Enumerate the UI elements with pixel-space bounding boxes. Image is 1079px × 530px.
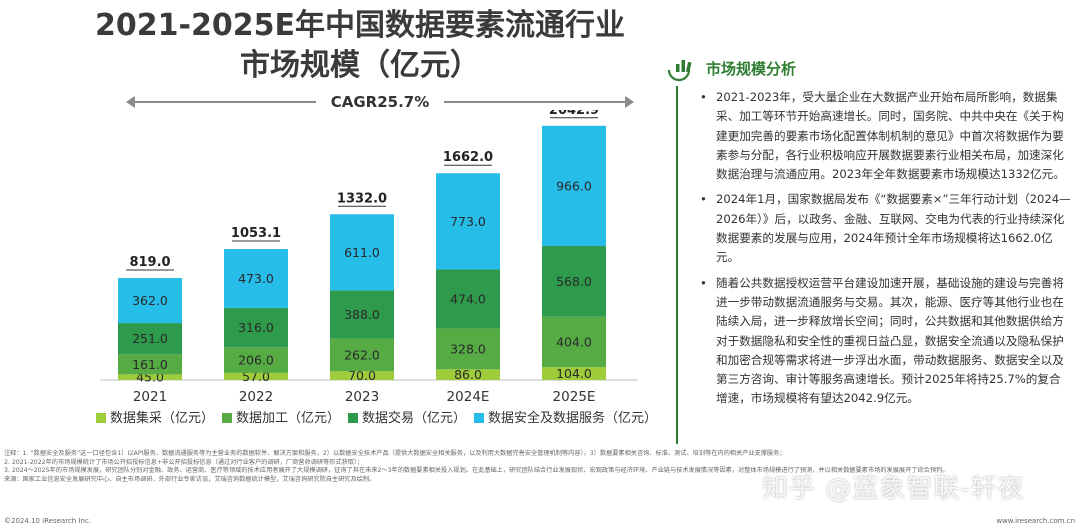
chart-legend: 数据集采（亿元） 数据加工（亿元） 数据交易（亿元） 数据安全及数据服务（亿元） xyxy=(96,408,657,430)
legend-item-data-security-service: 数据安全及数据服务（亿元） xyxy=(474,408,657,430)
bar-segment xyxy=(542,367,606,380)
website-url: www.iresearch.com.cn xyxy=(996,517,1075,525)
segment-value-label: 70.0 xyxy=(348,368,376,383)
bar-segment xyxy=(436,369,500,380)
bar-segment xyxy=(330,290,394,339)
bar-segment xyxy=(542,246,606,317)
bar-segment xyxy=(436,269,500,329)
segment-value-label: 388.0 xyxy=(344,307,380,322)
segment-value-label: 104.0 xyxy=(556,366,592,381)
bar-segment xyxy=(330,214,394,291)
segment-value-label: 161.0 xyxy=(132,357,168,372)
bar-total-label: 819.0 xyxy=(129,255,170,270)
legend-item-data-collection: 数据集采（亿元） xyxy=(96,408,214,430)
bar-total-label: 1332.0 xyxy=(337,191,387,206)
x-tick-label: 2023 xyxy=(345,389,379,405)
chart-title: 2021-2025E年中国数据要素流通行业 市场规模（亿元） xyxy=(60,6,660,86)
bar-total-label: 2042.9 xyxy=(549,110,599,118)
segment-value-label: 86.0 xyxy=(454,367,482,382)
divider-line xyxy=(676,86,678,444)
bar-segment xyxy=(436,173,500,270)
bar-segment xyxy=(118,278,182,324)
legend-swatch xyxy=(348,413,358,423)
analysis-chart-icon xyxy=(667,60,692,82)
bullet-item: • 随着公共数据授权运营平台建设加速开展，基础设施的建设与完善将进一步带动数据流通… xyxy=(700,275,1064,406)
segment-value-label: 262.0 xyxy=(344,347,380,362)
footnote-line: 注释：1. “数据安全及服务”这一口径包含1）以API服务、数据流通服务等为主营… xyxy=(4,450,786,457)
chart-title-line2: 市场规模（亿元） xyxy=(240,48,480,83)
analysis-bullets: • 2021-2023年，受大量企业在大数据产业开始布局所影响，数据集采、加工等环… xyxy=(700,88,1072,415)
arrow-left-icon xyxy=(126,96,135,108)
bar-segment xyxy=(436,328,500,370)
watermark: 知乎 @蓝象智联-轩夜 xyxy=(762,474,1025,504)
footnote-line: 来源：国家工业信息安全发展研究中心、自主市场调研、外部行业专家访谈，艾瑞咨询数据… xyxy=(4,475,376,483)
legend-swatch xyxy=(474,413,484,423)
bar-segment xyxy=(224,249,288,308)
bar-total-label: 1053.1 xyxy=(231,226,281,241)
segment-value-label: 474.0 xyxy=(450,291,486,306)
segment-value-label: 362.0 xyxy=(132,293,168,308)
segment-value-label: 316.0 xyxy=(238,320,274,335)
legend-item-data-processing: 数据加工（亿元） xyxy=(222,408,340,430)
legend-swatch xyxy=(222,413,232,423)
legend-item-data-trading: 数据交易（亿元） xyxy=(348,408,466,430)
x-tick-label: 2025E xyxy=(553,389,596,405)
chart-title-line1: 2021-2025E年中国数据要素流通行业 xyxy=(95,8,625,43)
segment-value-label: 773.0 xyxy=(450,214,486,229)
segment-value-label: 473.0 xyxy=(238,271,274,286)
bullet-item: • 2021-2023年，受大量企业在大数据产业开始布局所影响，数据集采、加工等环… xyxy=(700,90,1065,182)
bar-total-label: 1662.0 xyxy=(443,150,493,165)
bar-segment xyxy=(542,125,606,247)
bar-segment xyxy=(330,371,394,380)
bullet-item: • 2024年1月，国家数据局发布《“数据要素×”三年行动计划（2024—2026… xyxy=(700,192,1071,265)
cagr-line-left xyxy=(134,101,316,103)
bar-segment xyxy=(118,354,182,375)
bar-segment xyxy=(118,323,182,355)
footnote-line: 3. 2024～2025年的市场规模发展，研究团队分别对金融、政务、运营商、医疗… xyxy=(4,467,949,475)
segment-value-label: 611.0 xyxy=(344,245,380,260)
stacked-bar-chart: 45.0161.0251.0362.0819.0202157.0206.0316… xyxy=(100,110,638,405)
bar-segment xyxy=(118,374,182,380)
bar-segment xyxy=(542,316,606,368)
legend-swatch xyxy=(96,413,106,423)
arrow-right-icon xyxy=(625,96,634,108)
footnote-line: 2. 2021-2022年的市场规模统计了市场公开招投标信息+非公开招投标信息（… xyxy=(4,458,364,466)
bar-segment xyxy=(224,307,288,348)
segment-value-label: 251.0 xyxy=(132,331,168,346)
footnotes: 注释：1. “数据安全及服务”这一口径包含1）以API服务、数据流通服务等为主营… xyxy=(4,450,1079,484)
segment-value-label: 966.0 xyxy=(556,178,592,193)
bar-segment xyxy=(330,338,394,372)
segment-value-label: 206.0 xyxy=(238,353,274,368)
x-tick-label: 2024E xyxy=(447,389,490,405)
bar-segment xyxy=(224,347,288,373)
copyright: ©2024.10 iResearch Inc. xyxy=(4,517,92,525)
cagr-label: CAGR25.7% xyxy=(330,93,430,111)
segment-value-label: 568.0 xyxy=(556,274,592,289)
cagr-line-right xyxy=(444,101,626,103)
x-tick-label: 2021 xyxy=(133,389,167,405)
cagr-indicator: CAGR25.7% xyxy=(126,90,634,114)
analysis-title: 市场规模分析 xyxy=(706,60,797,78)
x-tick-label: 2022 xyxy=(239,389,273,405)
segment-value-label: 404.0 xyxy=(556,334,592,349)
bar-segment xyxy=(224,372,288,380)
segment-value-label: 328.0 xyxy=(450,341,486,356)
